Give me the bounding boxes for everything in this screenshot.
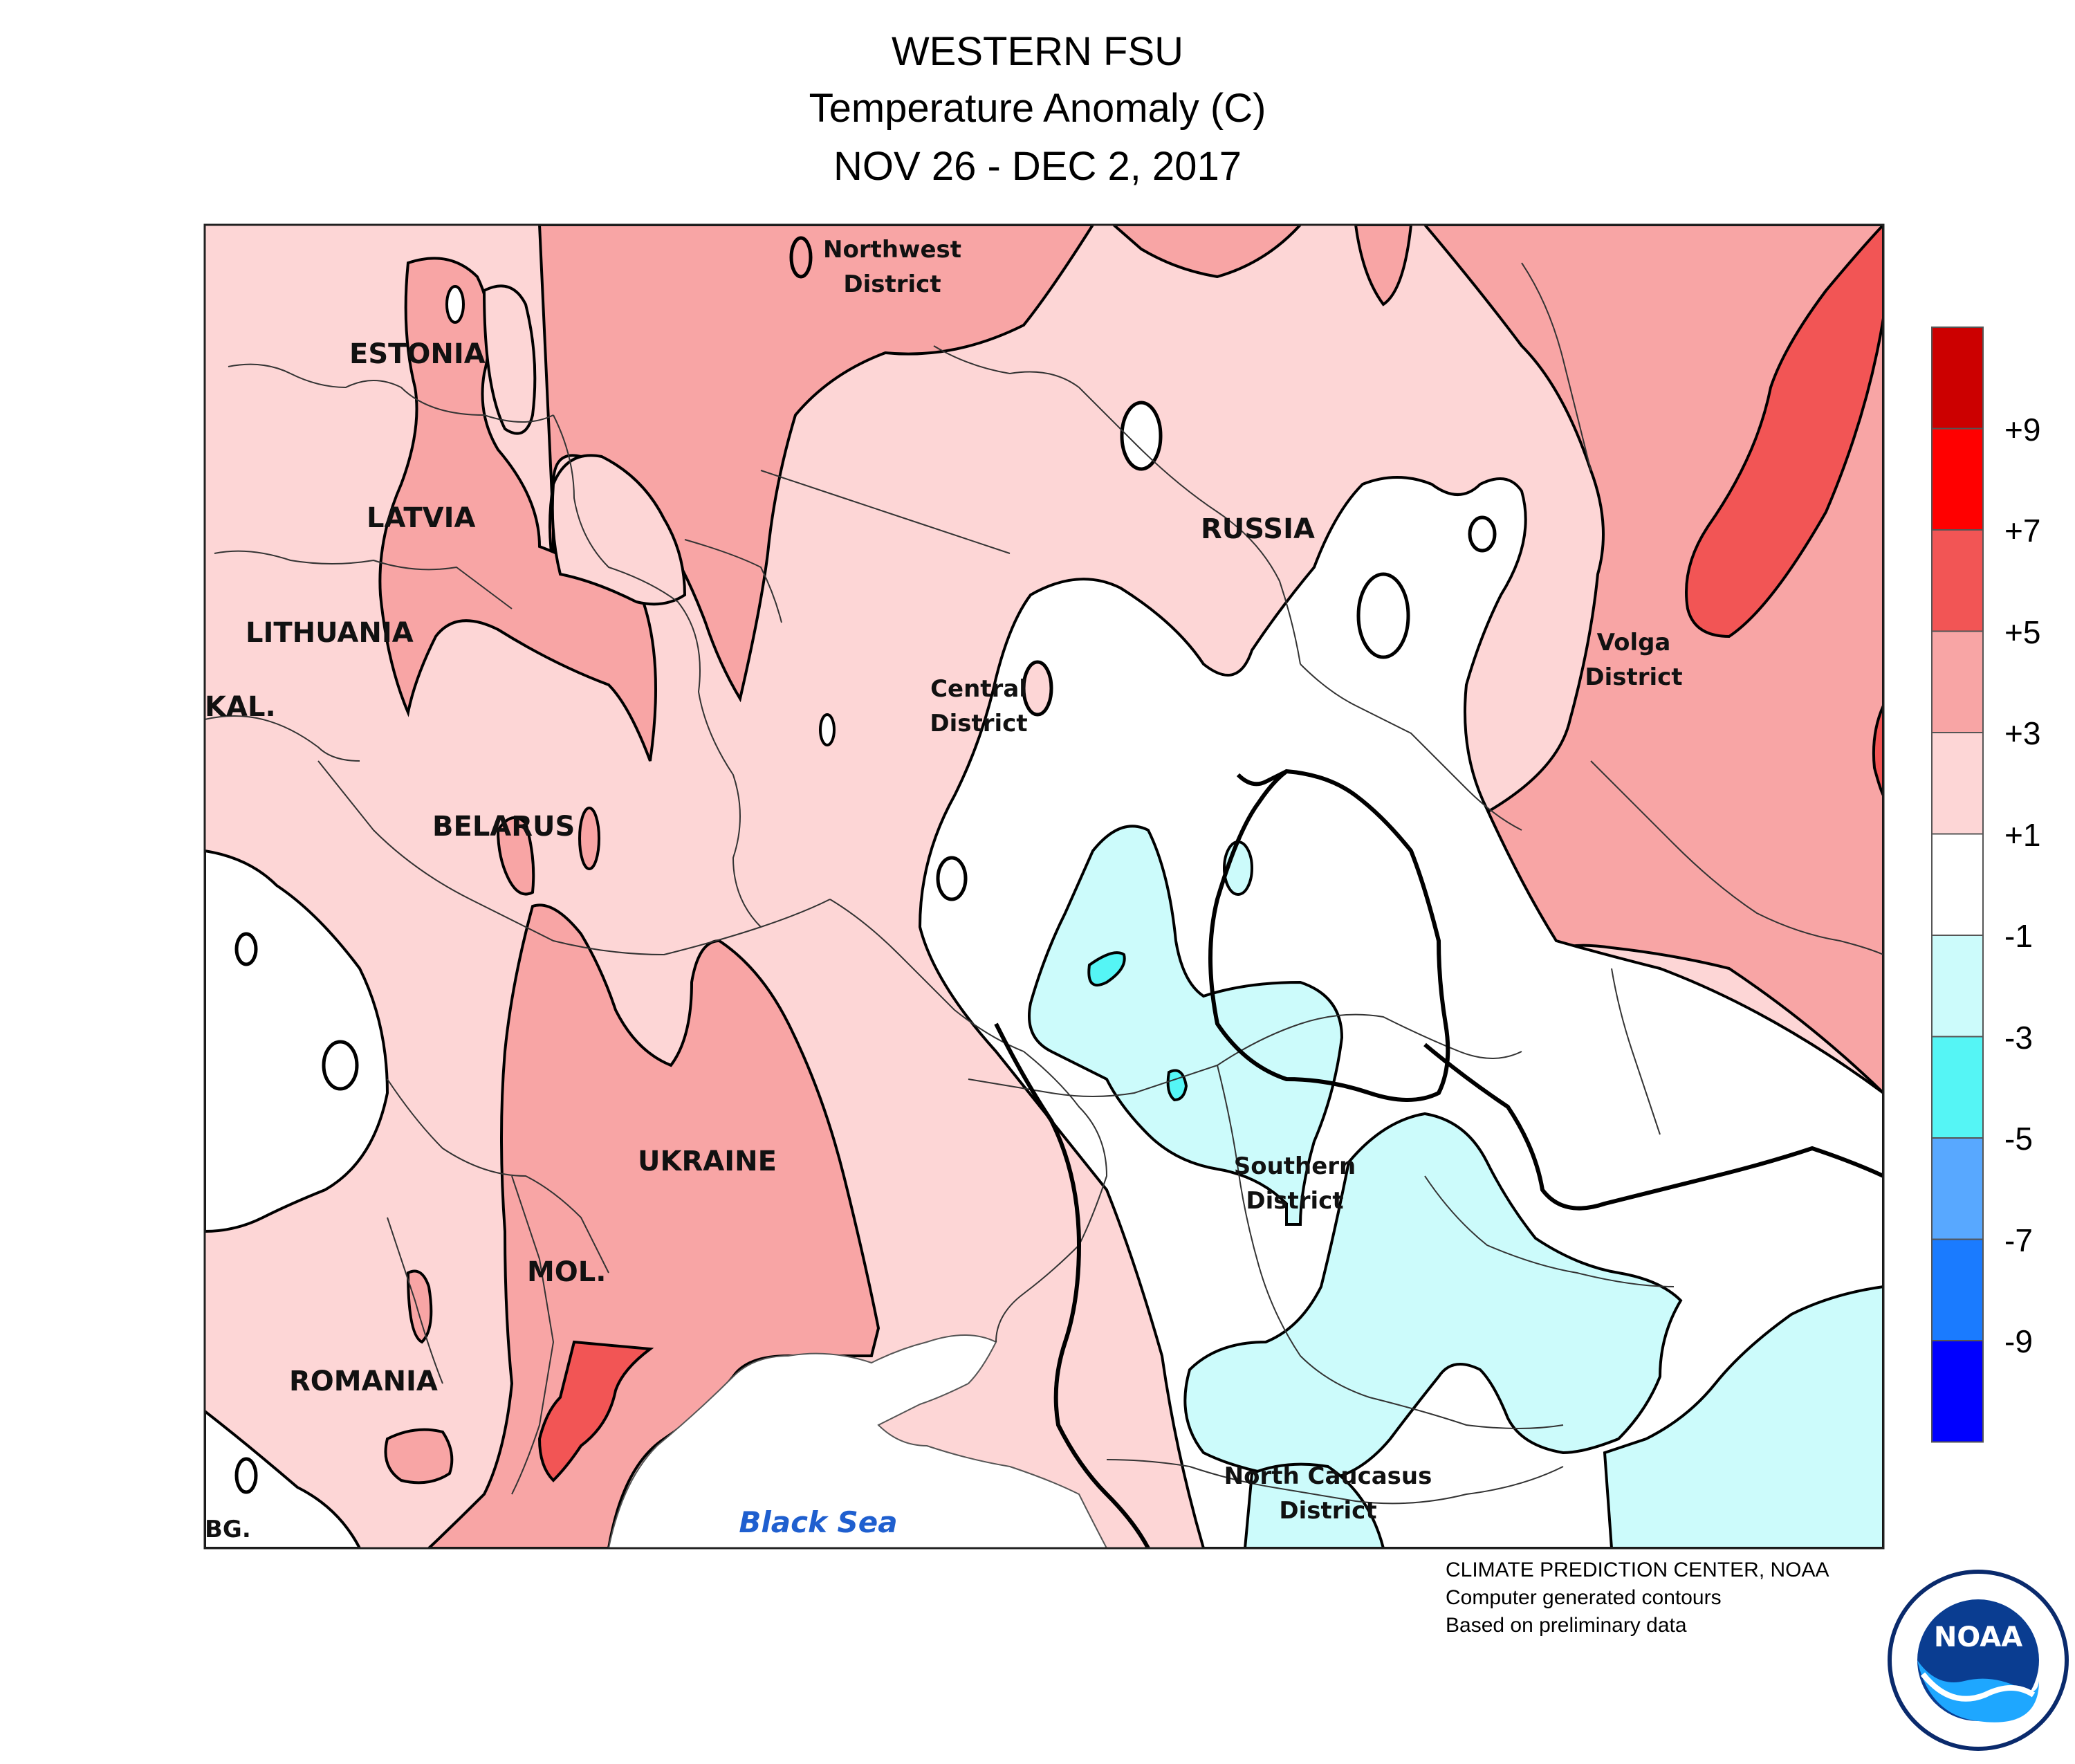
label-northwest-district-line2: District: [843, 270, 941, 298]
legend-color-bar: [1931, 327, 1984, 1443]
label-romania: ROMANIA: [289, 1366, 438, 1397]
anomaly-field: [205, 225, 1883, 1548]
legend-label: +5: [2004, 614, 2041, 650]
label-estonia: ESTONIA: [349, 338, 486, 370]
country-borders: [205, 262, 1883, 1505]
label-belarus: BELARUS: [432, 811, 575, 843]
legend-label: -9: [2004, 1323, 2033, 1359]
legend-swatch: [1931, 732, 1984, 835]
anomaly-area-neutral-southwest: [205, 1409, 362, 1548]
label-southern-district-line2: District: [1246, 1187, 1343, 1215]
anomaly-area-minus1-minus3-caspian: [1183, 1112, 1683, 1482]
anomaly-cell-10: [445, 285, 465, 324]
anomaly-area-plus3-plus5-belarus-cell-2: [578, 807, 600, 870]
anomaly-area-plus3-plus5-north-cap: [1111, 225, 1302, 279]
anomaly-cell-8: [234, 1457, 258, 1494]
label-kaliningrad: KAL.: [205, 691, 276, 723]
anomaly-area-minus3-minus5-cell-1: [1087, 951, 1126, 987]
contour-zero-north: [1236, 769, 1288, 787]
legend-label: -7: [2004, 1222, 2033, 1258]
label-volga-district-line2: District: [1585, 663, 1682, 691]
label-black-sea: Black Sea: [739, 1505, 897, 1539]
anomaly-area-minus1-minus3-east: [1603, 1285, 1883, 1548]
anomaly-area-plus3-plus5-north-lobe: [1354, 225, 1413, 306]
label-central-district-line2: District: [930, 710, 1027, 737]
anomaly-area-minus1-minus3-caucasus: [1243, 1462, 1385, 1548]
legend-label: -1: [2004, 918, 2033, 954]
legend-label: -5: [2004, 1121, 2033, 1157]
label-southern-district-line1: Southern: [1234, 1152, 1356, 1180]
credit-line-1: CLIMATE PREDICTION CENTER, NOAA: [1446, 1559, 1829, 1581]
anomaly-cell-6: [322, 1040, 359, 1091]
label-volga-district-line1: Volga: [1597, 629, 1671, 656]
label-russia: RUSSIA: [1201, 513, 1315, 545]
legend-label: +1: [2004, 816, 2041, 853]
anomaly-cell-3: [1468, 515, 1497, 553]
map-subtitle: Temperature Anomaly (C): [809, 86, 1266, 131]
legend-swatch: [1931, 630, 1984, 733]
black-sea-water: [607, 1334, 1108, 1548]
anomaly-area-plus3-plus5-belarus-cell: [496, 816, 535, 896]
anomaly-area-minus3-minus5-cell-2: [1166, 1069, 1188, 1102]
label-lithuania: LITHUANIA: [246, 617, 414, 649]
map-frame: [203, 223, 1885, 1550]
anomaly-cell-1: [1120, 401, 1163, 471]
label-latvia: LATVIA: [367, 502, 475, 534]
anomaly-cell-4: [1022, 660, 1053, 717]
legend-label: +7: [2004, 513, 2041, 549]
legend-swatch: [1931, 1137, 1984, 1240]
legend-swatch: [1931, 935, 1984, 1038]
anomaly-area-plus5-plus7-east-edge: [1872, 705, 1883, 796]
anomaly-area-plus5-plus7-odesa: [537, 1340, 654, 1482]
legend-swatch: [1931, 1340, 1984, 1443]
anomaly-area-plus5-plus7-volga: [1685, 225, 1883, 638]
anomaly-cell-2: [1356, 572, 1410, 659]
legend-swatch: [1931, 1238, 1984, 1341]
label-north-caucasus-district-line1: North Caucasus: [1224, 1462, 1432, 1490]
contour-zero: [994, 1022, 1150, 1548]
legend-swatch: [1931, 833, 1984, 936]
map-title: WESTERN FSU: [891, 29, 1184, 74]
legend-label: +3: [2004, 715, 2041, 751]
label-bulgaria-fragment: BG.: [205, 1516, 251, 1543]
label-central-district-line1: Central: [930, 675, 1027, 703]
credit-line-3: Based on preliminary data: [1446, 1614, 1687, 1637]
contour-minus1: [1208, 769, 1450, 1102]
noaa-logo-text: NOAA: [1934, 1621, 2022, 1653]
contour-zero-east: [1423, 1042, 1883, 1211]
legend-swatch: [1931, 1036, 1984, 1139]
label-northwest-district-line1: Northwest: [823, 236, 961, 264]
map-date-range: NOV 26 - DEC 2, 2017: [833, 144, 1242, 189]
anomaly-area-plus1-plus3-estonia-hole: [482, 284, 537, 435]
label-ukraine: UKRAINE: [638, 1146, 777, 1177]
legend-label: +9: [2004, 411, 2041, 448]
credit-line-2: Computer generated contours: [1446, 1586, 1722, 1609]
anomaly-cell-7: [234, 932, 258, 966]
label-moldova: MOL.: [527, 1256, 607, 1288]
legend-swatch: [1931, 529, 1984, 632]
legend-swatch: [1931, 327, 1984, 430]
anomaly-area-plus1-plus3-pskov: [551, 454, 687, 606]
label-north-caucasus-district-line2: District: [1279, 1497, 1376, 1525]
anomaly-area-plus3-plus5-romania-2: [406, 1269, 433, 1344]
anomaly-area-minus1-minus3-kalmykia: [1028, 825, 1344, 1226]
anomaly-cell-9: [819, 713, 836, 746]
noaa-logo: NOAA: [1888, 1570, 2069, 1751]
legend-swatch: [1931, 428, 1984, 531]
legend-label: -3: [2004, 1019, 2033, 1056]
anomaly-area-plus3-plus5-romania: [384, 1428, 454, 1485]
anomaly-area-plus3-plus5-northwest-cell: [789, 236, 813, 279]
anomaly-cell-5: [936, 856, 968, 901]
